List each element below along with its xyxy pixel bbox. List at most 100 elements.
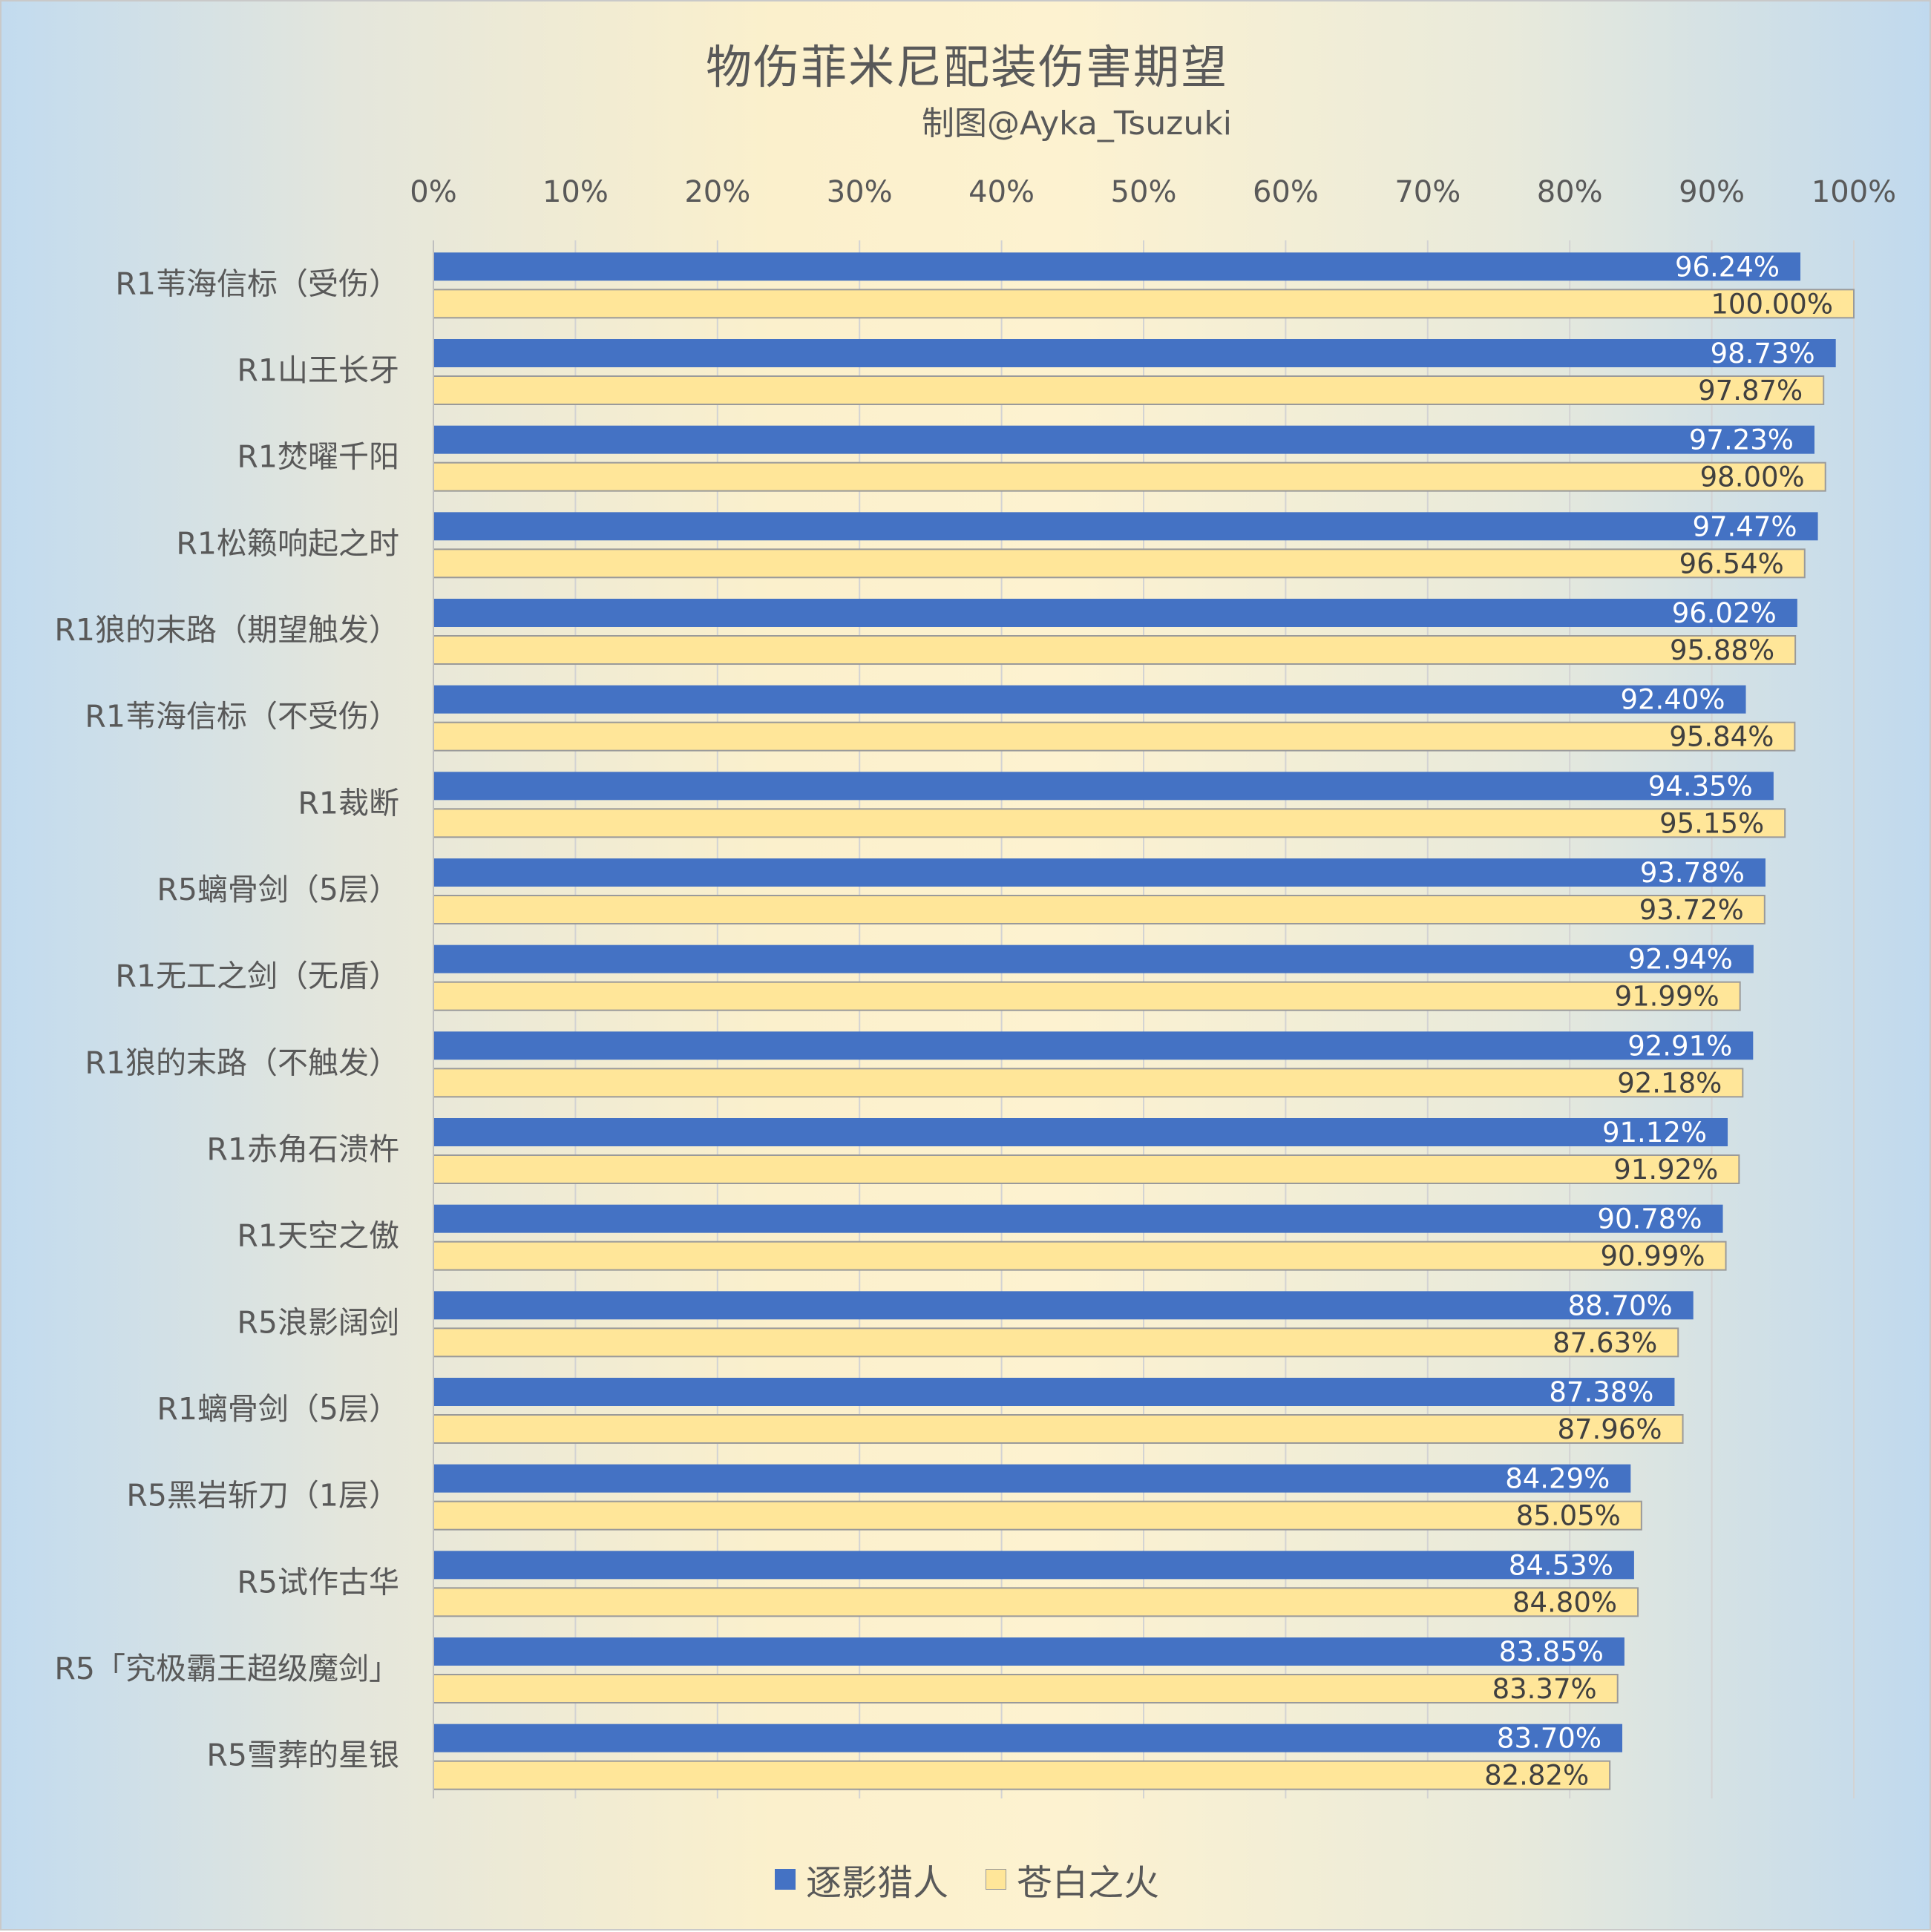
data-label: 90.99%: [1600, 1241, 1705, 1272]
bar-series-b: [433, 1068, 1744, 1098]
data-label: 92.18%: [1617, 1067, 1722, 1099]
bar-series-b: [433, 375, 1825, 405]
category-label: R1山王长牙: [237, 352, 399, 388]
bar-series-a: [433, 1464, 1631, 1493]
data-label: 84.29%: [1505, 1463, 1610, 1495]
category-label: R1螭骨剑（5层）: [157, 1391, 399, 1427]
data-label: 97.87%: [1698, 375, 1803, 407]
legend-item-series-a: 逐影猎人: [774, 1853, 948, 1905]
category-label: R5螭骨剑（5层）: [157, 872, 399, 907]
bar-series-a: [433, 1724, 1623, 1752]
bar-series-a: [433, 858, 1766, 887]
bar-series-b: [433, 1154, 1740, 1184]
data-label: 97.47%: [1692, 510, 1797, 542]
data-label: 82.82%: [1484, 1760, 1589, 1792]
legend-label-series-a: 逐影猎人: [805, 1862, 948, 1904]
legend-swatch-series-b: [986, 1869, 1006, 1890]
legend: 逐影猎人 苍白之火: [1, 1853, 1931, 1905]
bar-series-a: [433, 599, 1797, 627]
data-label: 93.72%: [1639, 894, 1744, 926]
chart-title: 物伤菲米尼配装伤害期望: [705, 40, 1228, 94]
bar-series-a: [433, 1118, 1728, 1146]
data-label: 84.53%: [1509, 1549, 1613, 1581]
data-label: 96.54%: [1679, 548, 1784, 579]
x-tick-label: 30%: [827, 175, 893, 209]
category-label: R1狼的末路（期望触发）: [54, 612, 399, 648]
bar-series-a: [433, 1204, 1723, 1233]
category-label: R5试作古华: [237, 1564, 399, 1600]
x-tick-label: 0%: [410, 175, 456, 209]
bar-series-b: [433, 1327, 1679, 1358]
x-tick-label: 60%: [1253, 175, 1319, 209]
x-tick-label: 80%: [1537, 175, 1603, 209]
data-label: 88.70%: [1568, 1289, 1673, 1321]
x-tick-label: 10%: [542, 175, 609, 209]
data-label: 94.35%: [1648, 770, 1753, 802]
category-label: R1赤角石溃杵: [206, 1131, 399, 1167]
data-label: 90.78%: [1597, 1203, 1702, 1235]
legend-label-series-b: 苍白之火: [1017, 1862, 1160, 1904]
bar-series-b: [433, 981, 1741, 1011]
data-label: 87.38%: [1549, 1376, 1653, 1408]
data-label: 95.88%: [1670, 634, 1774, 666]
bar-series-a: [433, 252, 1801, 281]
category-label: R5「究极霸王超级魔剑」: [54, 1651, 399, 1686]
bar-series-b: [433, 635, 1797, 665]
bar-series-a: [433, 339, 1836, 367]
bar-series-b: [433, 289, 1855, 319]
x-tick-label: 40%: [968, 175, 1035, 209]
bar-series-b: [433, 1674, 1619, 1703]
bar-series-a: [433, 1551, 1634, 1580]
bar-series-b: [433, 808, 1786, 838]
data-label: 83.70%: [1497, 1723, 1601, 1755]
legend-item-series-b: 苍白之火: [986, 1853, 1159, 1905]
bar-series-b: [433, 1414, 1684, 1444]
bar-series-a: [433, 512, 1818, 541]
category-label: R1狼的末路（不触发）: [85, 1045, 399, 1080]
bar-series-b: [433, 461, 1826, 492]
bar-series-a: [433, 685, 1746, 714]
category-label: R5雪葬的星银: [206, 1738, 399, 1773]
bar-series-b: [433, 1760, 1611, 1790]
data-label: 83.85%: [1499, 1636, 1604, 1668]
bar-series-b: [433, 1587, 1639, 1617]
category-label: R1苇海信标（不受伤）: [85, 699, 399, 735]
category-label: R1裁断: [298, 785, 399, 821]
data-label: 92.91%: [1627, 1030, 1732, 1062]
bar-series-b: [433, 548, 1806, 579]
bar-series-a: [433, 425, 1814, 454]
data-label: 87.96%: [1557, 1413, 1662, 1445]
legend-swatch-series-a: [774, 1869, 796, 1890]
bar-series-a: [433, 944, 1754, 973]
data-label: 96.02%: [1672, 597, 1777, 629]
x-tick-label: 100%: [1812, 175, 1896, 209]
category-label: R1无工之剑（无盾）: [115, 959, 399, 994]
data-label: 84.80%: [1512, 1586, 1617, 1618]
x-tick-label: 50%: [1111, 175, 1177, 209]
data-label: 96.24%: [1675, 251, 1780, 283]
bar-series-a: [433, 1291, 1694, 1320]
data-label: 95.15%: [1659, 807, 1764, 839]
x-tick-label: 90%: [1679, 175, 1745, 209]
category-label: R1松籁响起之时: [176, 525, 399, 561]
data-label: 91.12%: [1602, 1117, 1707, 1149]
data-label: 95.84%: [1669, 721, 1774, 753]
data-label: 100.00%: [1711, 288, 1833, 320]
data-label: 98.73%: [1711, 338, 1815, 369]
bar-series-b: [433, 895, 1766, 924]
x-tick-label: 70%: [1394, 175, 1460, 209]
data-label: 92.40%: [1620, 684, 1725, 716]
data-label: 83.37%: [1492, 1673, 1597, 1705]
data-label: 85.05%: [1516, 1500, 1621, 1532]
category-label: R5浪影阔剑: [237, 1304, 399, 1340]
bar-series-a: [433, 1378, 1675, 1406]
category-label: R1苇海信标（受伤）: [115, 266, 399, 301]
chart-subtitle: 制图@Ayka_Tsuzuki: [922, 105, 1232, 142]
bar-series-b: [433, 1500, 1642, 1531]
data-label: 87.63%: [1553, 1327, 1657, 1358]
data-label: 98.00%: [1700, 461, 1805, 493]
bar-series-a: [433, 772, 1774, 801]
data-label: 91.99%: [1615, 981, 1719, 1013]
